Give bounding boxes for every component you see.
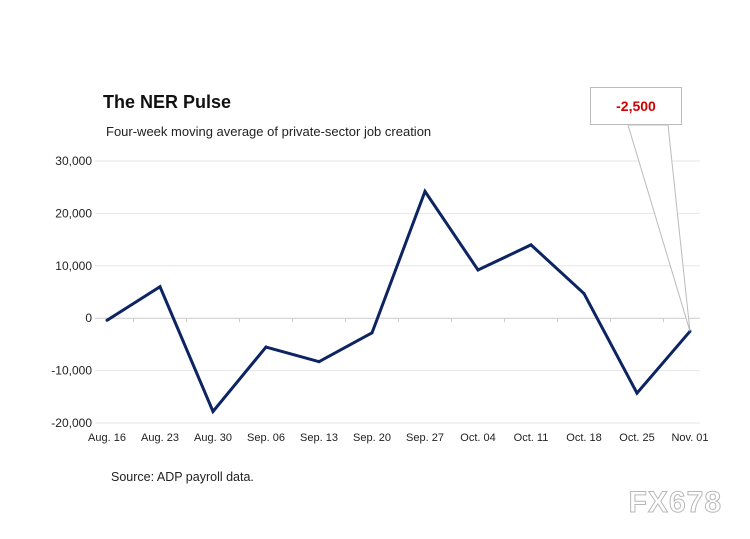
y-tick-label: -10,000 <box>51 364 92 378</box>
data-point <box>317 360 321 364</box>
x-tick-label: Sep. 06 <box>247 432 285 444</box>
source-note: Source: ADP payroll data. <box>111 470 254 484</box>
x-tick-label: Oct. 25 <box>619 432 654 444</box>
x-tick-label: Oct. 18 <box>566 432 601 444</box>
x-tick-label: Sep. 27 <box>406 432 444 444</box>
x-tick-label: Aug. 23 <box>141 432 179 444</box>
x-tick-label: Sep. 20 <box>353 432 391 444</box>
y-tick-label: -20,000 <box>51 416 92 430</box>
series-line <box>106 188 692 415</box>
chart-title: The NER Pulse <box>103 92 232 112</box>
x-tick-label: Nov. 01 <box>671 432 708 444</box>
data-point <box>158 285 162 289</box>
watermark-logo: FX678 <box>628 486 722 520</box>
y-tick-label: 0 <box>85 311 92 325</box>
data-point <box>211 409 215 413</box>
callout-pointer <box>627 124 691 332</box>
y-tick-label: 10,000 <box>55 259 92 273</box>
data-point <box>635 391 639 395</box>
data-point <box>264 345 268 349</box>
y-tick-label: 20,000 <box>55 206 92 220</box>
data-point <box>476 268 480 272</box>
x-tick-label: Oct. 11 <box>514 432 549 444</box>
data-point <box>423 189 427 193</box>
annotation-callout: -2,500 <box>590 87 682 125</box>
data-point <box>529 243 533 247</box>
y-tick-label: 30,000 <box>55 154 92 168</box>
chart-subtitle: Four-week moving average of private-sect… <box>106 124 432 139</box>
data-point <box>370 331 374 335</box>
data-point <box>105 318 109 322</box>
data-point <box>582 292 586 296</box>
x-tick-label: Aug. 16 <box>88 432 126 444</box>
x-tick-label: Sep. 13 <box>300 432 338 444</box>
x-tick-label: Aug. 30 <box>194 432 232 444</box>
x-tick-label: Oct. 04 <box>460 432 495 444</box>
